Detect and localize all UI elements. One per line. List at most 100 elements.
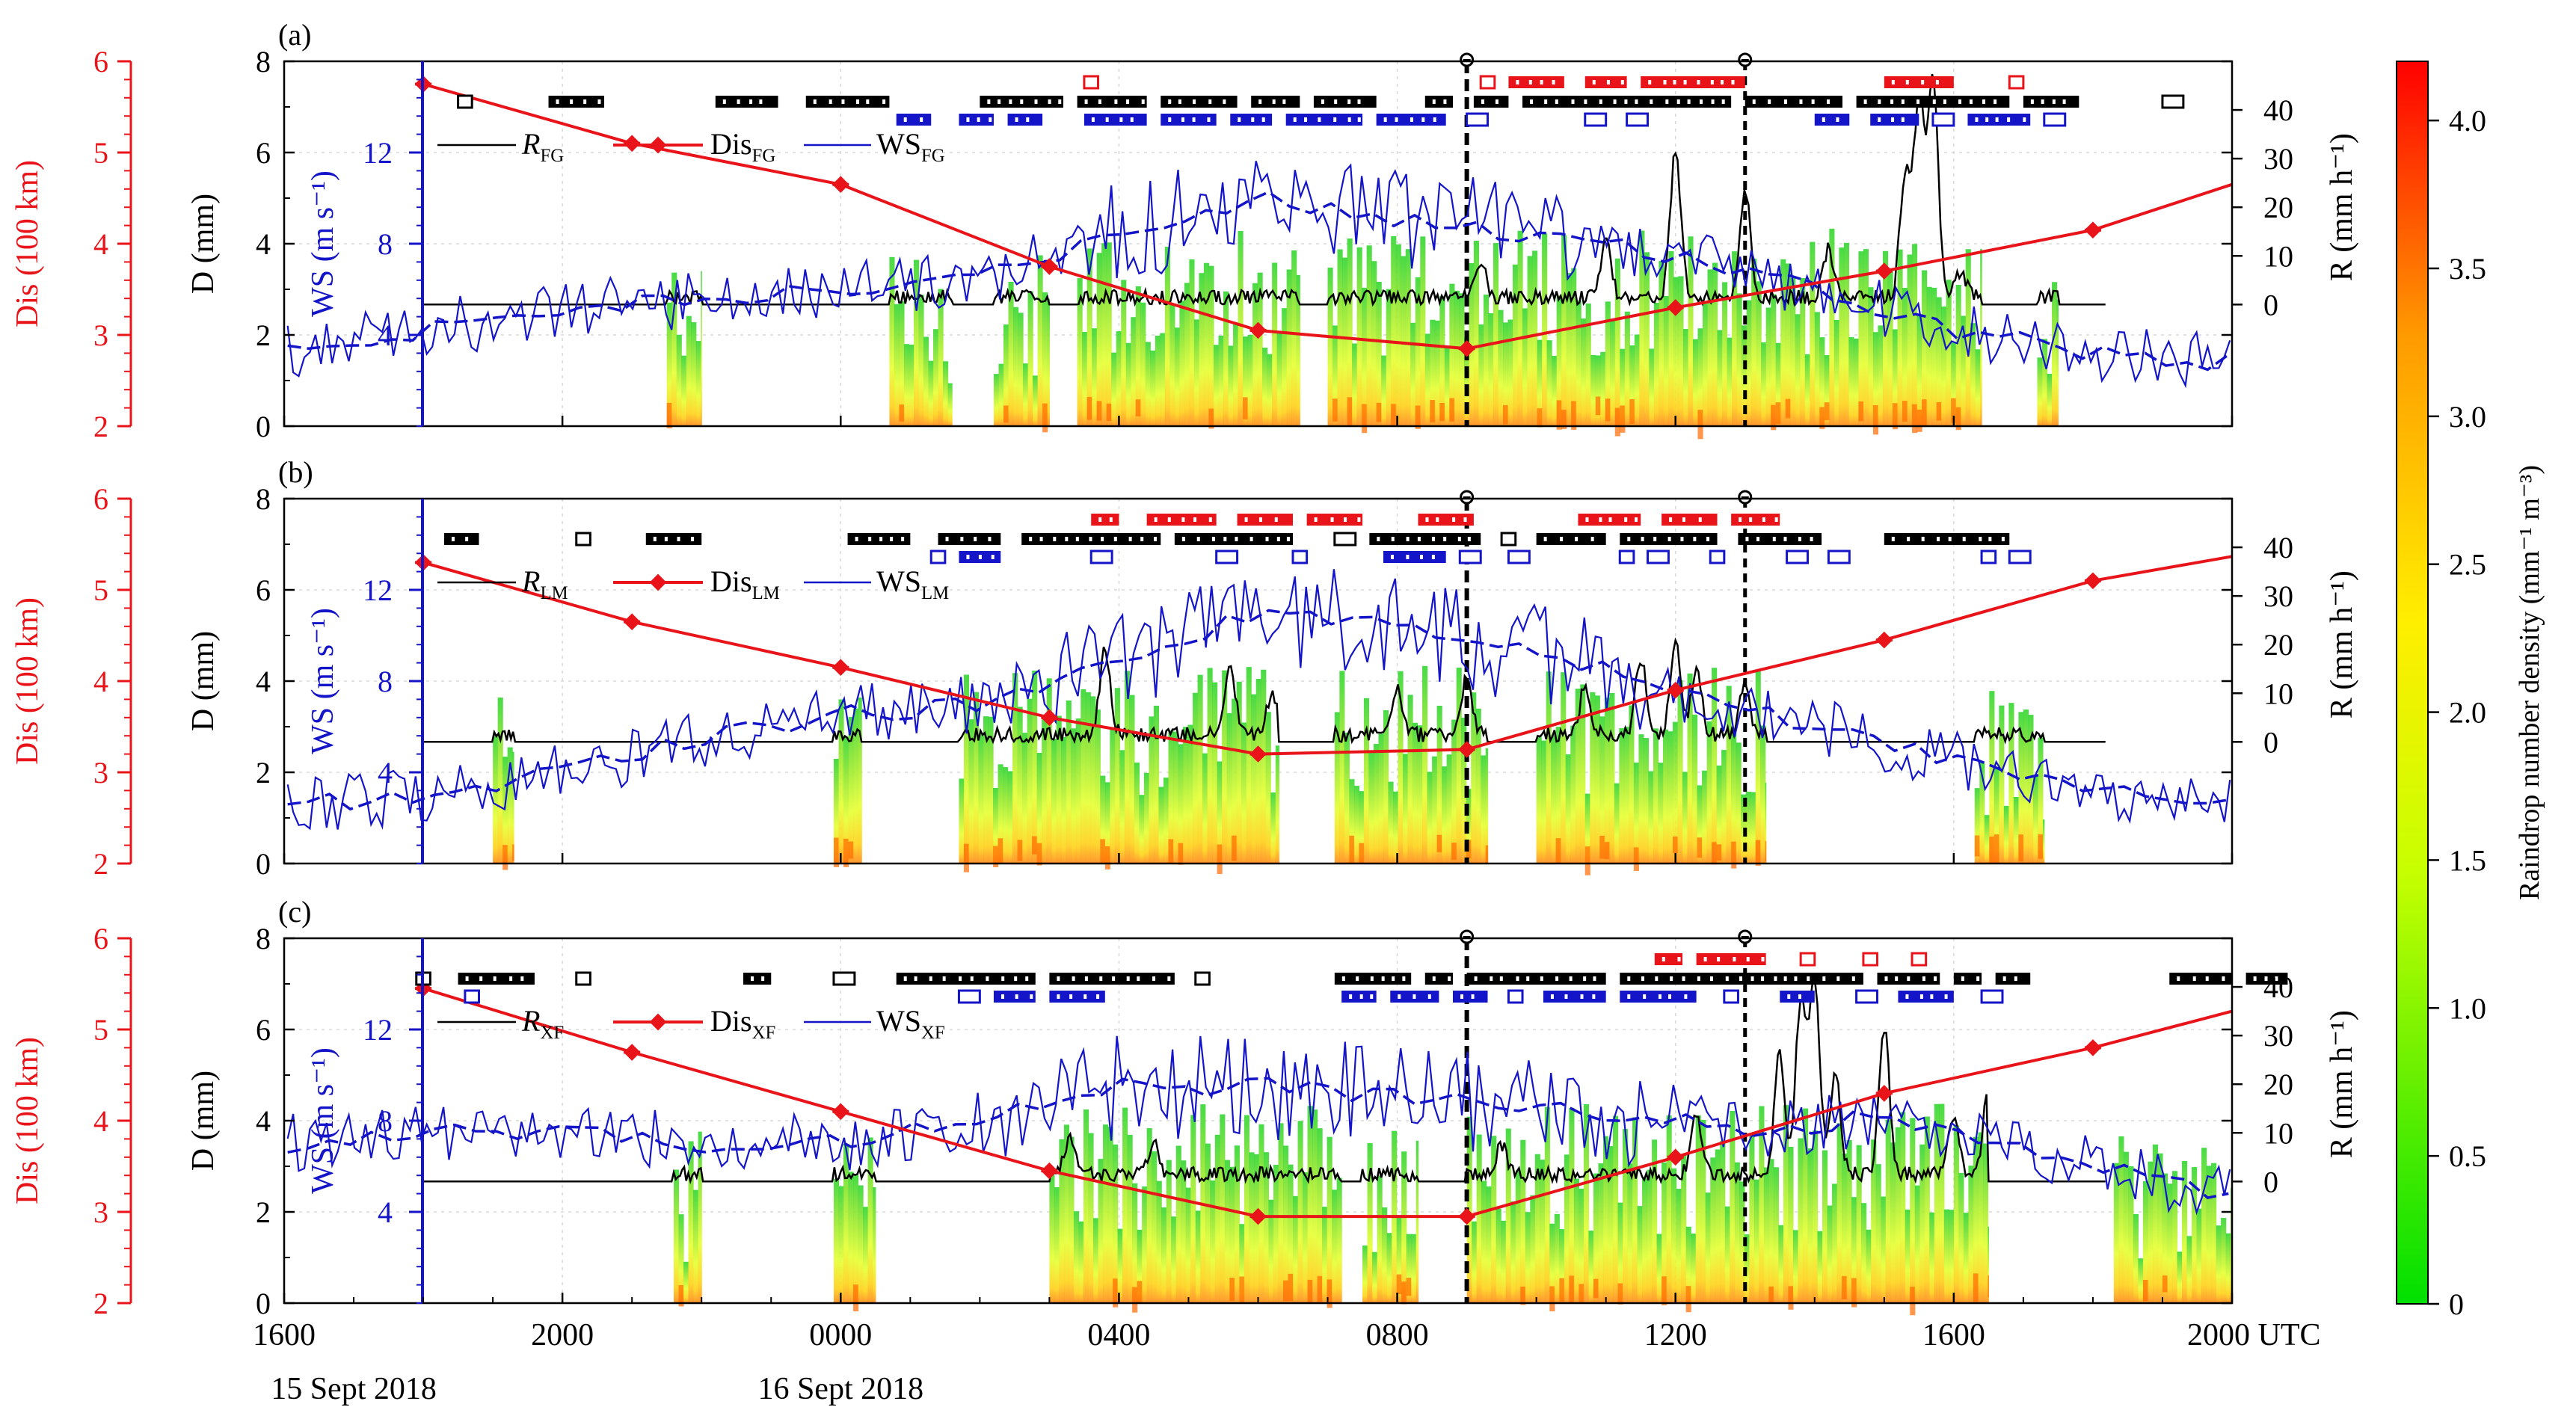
- rain-column: [1391, 236, 1397, 426]
- rain-column-core: [1955, 407, 1961, 431]
- rain-column: [1620, 348, 1626, 426]
- rain-column: [1223, 291, 1229, 426]
- marker-gap: [978, 555, 982, 559]
- rain-column: [1914, 1185, 1920, 1303]
- rain-column: [1092, 328, 1098, 426]
- marker-gap: [1126, 99, 1130, 104]
- marker-bar: [548, 96, 604, 108]
- rain-column: [1902, 288, 1908, 426]
- rain-column: [1642, 1178, 1648, 1303]
- rain-column: [1307, 1106, 1313, 1303]
- rain-column: [1486, 1186, 1492, 1303]
- rain-column: [1755, 670, 1761, 864]
- marker-box: [575, 532, 591, 547]
- rain-column: [843, 736, 849, 864]
- marker-bar: [1745, 96, 1842, 108]
- marker-gap: [1235, 537, 1238, 541]
- rain-column: [1263, 1152, 1270, 1303]
- ws-tick-label: 8: [378, 227, 393, 261]
- marker-gap: [1641, 537, 1644, 541]
- rain-column: [1853, 338, 1859, 426]
- rain-column: [2008, 703, 2014, 864]
- rain-column: [913, 259, 920, 426]
- rain-column: [688, 1141, 694, 1303]
- marker-box: [1786, 550, 1809, 564]
- rain-column: [1583, 1103, 1590, 1303]
- rain-column-core: [1347, 397, 1353, 426]
- rain-column: [843, 1144, 849, 1303]
- rain-column: [1171, 1216, 1177, 1303]
- rain-column: [1362, 287, 1368, 426]
- rain-column: [923, 336, 929, 426]
- rain-column-core: [1104, 846, 1110, 869]
- rain-column: [978, 734, 984, 864]
- rain-column: [1536, 736, 1542, 864]
- rain-column: [1193, 319, 1200, 426]
- rain-column: [1975, 349, 1981, 426]
- marker-gap: [942, 976, 946, 981]
- marker-gap: [1084, 976, 1088, 981]
- rain-column: [1451, 719, 1457, 864]
- rain-column: [2182, 1160, 2188, 1303]
- rain-column: [1312, 1109, 1318, 1303]
- rain-column: [1905, 1209, 1911, 1303]
- rain-column: [1716, 765, 1722, 864]
- marker-gap: [1667, 537, 1671, 541]
- rain-column: [497, 698, 503, 864]
- marker-gap: [1669, 517, 1673, 522]
- rain-column-core: [1003, 405, 1009, 423]
- marker-bar: [1049, 991, 1105, 1003]
- legend-dis-label: DisFG: [710, 127, 775, 166]
- rain-column: [2023, 709, 2029, 864]
- rain-column: [1135, 286, 1141, 426]
- marker-gap: [1039, 537, 1043, 541]
- rain-column: [1047, 298, 1050, 426]
- marker-gap: [1670, 976, 1673, 981]
- rain-column: [873, 1186, 876, 1303]
- d-tick-label: 6: [256, 136, 271, 170]
- marker-bar: [1953, 973, 1982, 985]
- marker-gap: [1448, 976, 1451, 981]
- dis-tick-label: 6: [93, 922, 108, 955]
- rain-column: [2221, 1218, 2227, 1303]
- rain-column-core: [1617, 1283, 1623, 1305]
- rain-column: [2201, 1148, 2207, 1303]
- marker-gap: [1391, 537, 1395, 541]
- rain-column-core: [1451, 843, 1457, 861]
- marker-gap: [1663, 80, 1667, 84]
- rain-column: [1530, 1195, 1536, 1303]
- rain-column: [1410, 322, 1416, 426]
- rain-column: [1600, 351, 1606, 426]
- marker-bar: [1306, 514, 1363, 526]
- rain-column: [1415, 277, 1421, 426]
- rain-column: [1134, 763, 1140, 864]
- rain-column-core: [1629, 399, 1635, 425]
- marker-bar: [993, 991, 1036, 1003]
- dis-tick-label: 2: [93, 847, 108, 881]
- rain-column: [2052, 282, 2058, 426]
- marker-bar: [1146, 514, 1217, 526]
- rain-column: [1544, 1106, 1550, 1303]
- rain-column: [1008, 281, 1014, 426]
- rain-column: [2186, 1236, 2192, 1303]
- marker-bar: [2023, 96, 2079, 108]
- rain-column: [1633, 763, 1640, 864]
- rain-column: [1278, 1123, 1284, 1303]
- rain-column: [1488, 313, 1494, 426]
- ws-tick-label: 12: [363, 573, 393, 607]
- rain-column: [1184, 283, 1190, 426]
- rain-column: [1887, 268, 1893, 426]
- rain-column-core: [1106, 403, 1112, 421]
- rain-column-core: [1555, 838, 1561, 864]
- rain-column: [1456, 668, 1462, 864]
- rain-column-core: [899, 404, 905, 422]
- marker-gap: [1921, 537, 1925, 541]
- rain-column-core: [1217, 844, 1223, 874]
- rain-column: [1407, 695, 1413, 864]
- legend-ws-label: WSXF: [876, 1004, 945, 1043]
- rain-column: [1373, 744, 1380, 864]
- rain-column: [1623, 727, 1629, 864]
- rain-column: [1910, 1118, 1916, 1303]
- rain-column: [1541, 740, 1547, 864]
- rain-column: [1197, 674, 1203, 864]
